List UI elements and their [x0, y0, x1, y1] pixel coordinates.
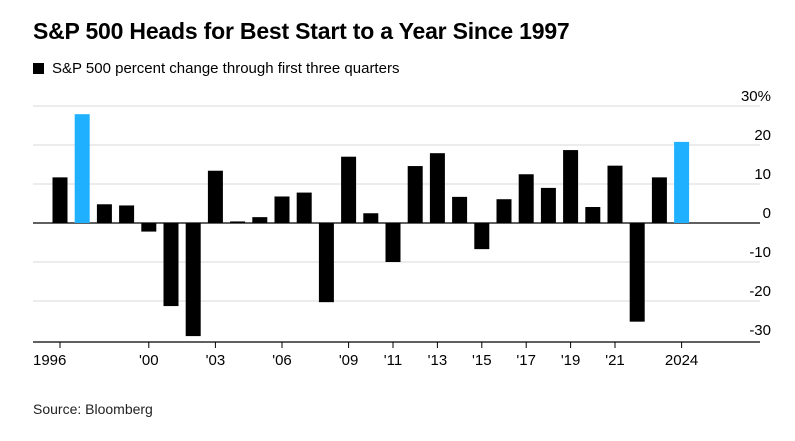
y-tick-label: 30% [741, 88, 771, 105]
x-tick-label: '17 [516, 352, 536, 369]
bar-2000 [141, 223, 157, 232]
bar-2020 [585, 207, 601, 223]
bar-1997 [74, 114, 90, 223]
bar-2001 [163, 223, 179, 307]
bar-2017 [518, 174, 534, 223]
bar-2006 [274, 196, 290, 223]
x-tick-label: 1996 [33, 352, 66, 369]
bar-2013 [429, 153, 445, 223]
x-tick-label: '13 [428, 352, 448, 369]
bars [52, 114, 690, 337]
y-tick-label: -20 [749, 283, 771, 300]
bar-2012 [407, 166, 423, 223]
x-tick-label: '21 [605, 352, 625, 369]
bar-2004 [230, 221, 246, 223]
bar-2003 [207, 170, 223, 223]
bar-2014 [452, 196, 468, 223]
x-tick-label: '15 [472, 352, 492, 369]
x-tick-label: '06 [272, 352, 292, 369]
bar-2008 [318, 223, 334, 303]
legend: S&P 500 percent change through first thr… [33, 60, 399, 77]
bar-1999 [119, 205, 135, 223]
y-tick-label: 20 [754, 127, 771, 144]
y-tick-label: 0 [763, 205, 771, 222]
x-tick-label: '19 [561, 352, 581, 369]
x-tick-label: 2024 [665, 352, 698, 369]
source-note: Source: Bloomberg [33, 401, 153, 417]
chart-title: S&P 500 Heads for Best Start to a Year S… [33, 18, 570, 44]
bar-2005 [252, 217, 268, 223]
y-tick-label: -10 [749, 244, 771, 261]
bar-2022 [629, 223, 645, 322]
legend-swatch [33, 63, 44, 74]
x-axis-ticks: 1996 '00 '03 '06 '09 '11 '13 '15 '17 '19 '21 2024 [33, 342, 698, 369]
bar-2021 [607, 165, 623, 223]
bar-2002 [185, 223, 201, 337]
bar-1996 [52, 177, 68, 223]
bar-2009 [341, 156, 357, 223]
bar-1998 [96, 204, 112, 223]
x-tick-label: '11 [384, 352, 402, 369]
bar-2015 [474, 223, 490, 250]
y-tick-label: -30 [749, 322, 771, 339]
legend-label: S&P 500 percent change through first thr… [52, 60, 400, 77]
bar-2016 [496, 199, 512, 223]
bar-2018 [540, 187, 556, 223]
bar-2024 [674, 141, 690, 223]
x-tick-label: '09 [339, 352, 359, 369]
x-tick-label: '03 [206, 352, 226, 369]
bar-2011 [385, 223, 401, 262]
bar-2023 [651, 177, 667, 223]
bar-2010 [363, 213, 379, 223]
bar-2007 [296, 192, 312, 223]
bar-2019 [563, 150, 579, 223]
y-axis-ticks: 30% 20 10 0 -10 -20 -30 [741, 88, 771, 339]
y-tick-label: 10 [754, 166, 771, 183]
x-tick-label: '00 [139, 352, 159, 369]
